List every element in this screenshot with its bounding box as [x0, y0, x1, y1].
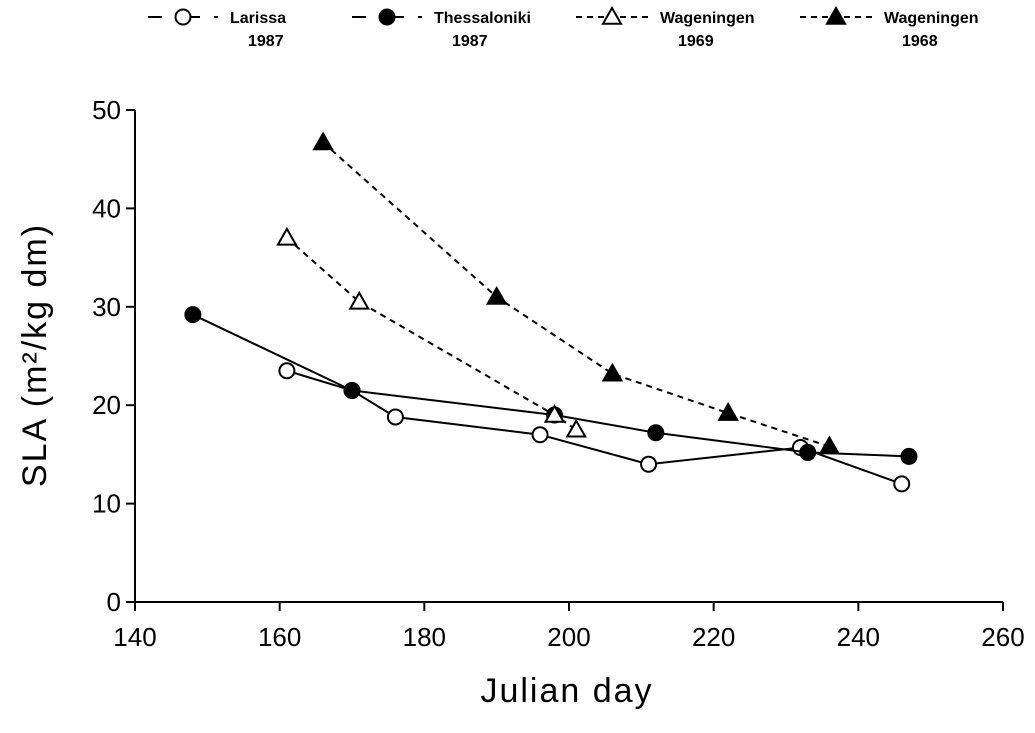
data-point — [565, 418, 587, 438]
data-point — [312, 131, 334, 151]
legend-marker — [378, 8, 396, 26]
series-line — [192, 313, 910, 458]
series-line — [286, 369, 903, 485]
data-point — [278, 362, 296, 380]
x-tick-label: 200 — [547, 622, 590, 652]
series-3 — [312, 131, 841, 455]
data-point — [543, 404, 566, 423]
series-line — [286, 237, 577, 431]
data-point — [647, 424, 665, 442]
y-tick-label: 20 — [92, 390, 121, 420]
data-point — [717, 402, 739, 421]
x-tick-label: 240 — [837, 622, 880, 652]
x-tick-label: 140 — [113, 622, 156, 652]
data-point — [485, 285, 508, 305]
data-point — [531, 426, 549, 444]
data-point — [601, 362, 624, 382]
data-point — [818, 435, 841, 455]
y-ticks: 0 10 20 30 40 50 — [92, 95, 135, 617]
legend-label: Wageningen — [660, 10, 755, 27]
legend-label: Wageningen — [884, 10, 979, 27]
legend-marker — [174, 8, 192, 26]
x-axis-title: Julian day — [480, 672, 653, 710]
y-tick-label: 10 — [92, 489, 121, 519]
legend-label: Larissa — [230, 10, 286, 27]
y-tick-label: 0 — [107, 587, 121, 617]
series-0 — [278, 362, 911, 493]
x-tick-label: 160 — [258, 622, 301, 652]
legend-marker — [601, 5, 623, 25]
data-point — [348, 290, 370, 310]
legend-label-year: 1987 — [248, 33, 284, 50]
series-2 — [276, 226, 587, 438]
legend-label-year: 1968 — [902, 33, 938, 50]
series-line — [322, 141, 830, 448]
series-1 — [184, 306, 918, 465]
x-tick-label: 180 — [403, 622, 446, 652]
y-tick-label: 40 — [92, 193, 121, 223]
y-tick-label: 30 — [92, 292, 121, 322]
legend-label-year: 1969 — [678, 33, 714, 50]
legend-entry: Larissa 1987 — [148, 8, 286, 50]
x-tick-label: 220 — [692, 622, 735, 652]
legend-label: Thessaloniki — [434, 10, 531, 27]
legend-entry: Wageningen 1968 — [800, 5, 979, 50]
series-group — [184, 131, 918, 493]
legend-entry: Thessaloniki 1987 — [352, 8, 531, 50]
data-point — [386, 408, 404, 426]
legend-label-year: 1987 — [452, 33, 488, 50]
data-point — [640, 455, 658, 473]
data-point — [276, 226, 298, 246]
data-point — [799, 443, 817, 461]
y-axis-title: SLA (m²/kg dm) — [16, 223, 54, 487]
data-point — [184, 306, 202, 324]
x-tick-label: 260 — [981, 622, 1024, 652]
axes — [134, 110, 1003, 603]
legend-entry: Wageningen 1969 — [576, 5, 755, 50]
y-tick-label: 50 — [92, 95, 121, 125]
data-point — [343, 381, 361, 399]
legend: Larissa 1987 Thessaloniki 1987 Wageningen 196… — [148, 5, 979, 50]
x-ticks: 140 160 180 200 220 240 260 — [113, 602, 1025, 652]
data-point — [900, 447, 918, 465]
legend-marker — [825, 5, 847, 25]
data-point — [893, 475, 911, 493]
